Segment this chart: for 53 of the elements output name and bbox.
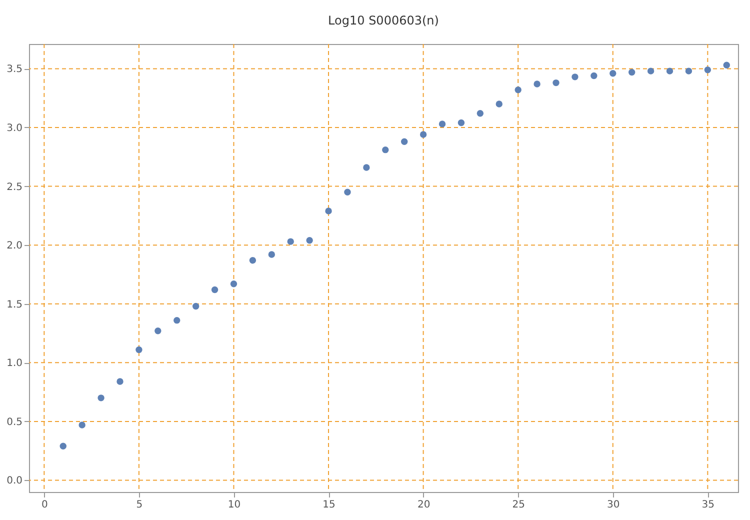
point — [382, 146, 389, 154]
point — [590, 72, 598, 80]
point — [154, 328, 162, 334]
x-tick-label: 10 — [228, 500, 241, 510]
point — [60, 442, 66, 450]
x-tick-label: 25 — [512, 500, 525, 510]
point — [78, 422, 86, 428]
x-tick-label: 0 — [41, 500, 48, 510]
point — [476, 110, 484, 117]
x-tick-label: 35 — [702, 500, 715, 510]
point — [458, 119, 465, 126]
y-tick-label: 0.0 — [6, 476, 22, 487]
point — [666, 68, 674, 74]
point — [174, 316, 180, 324]
point — [420, 131, 427, 138]
y-tick-label: 1.5 — [6, 299, 22, 310]
point — [268, 251, 276, 258]
point — [534, 80, 540, 88]
point — [325, 208, 332, 214]
point — [287, 238, 294, 245]
chart-title: Log10 S000603(n) — [328, 14, 439, 28]
y-tick-label: 2.0 — [6, 240, 22, 252]
point — [723, 62, 730, 69]
x-tick-label: 15 — [322, 500, 336, 510]
point — [344, 188, 351, 196]
point — [363, 164, 370, 171]
y-tick-label: 0.5 — [6, 416, 22, 428]
point — [192, 302, 200, 310]
point — [211, 286, 218, 294]
point — [514, 86, 522, 94]
point — [116, 378, 124, 385]
point — [438, 120, 446, 128]
point — [401, 138, 408, 145]
y-tick-label: 3.5 — [6, 64, 22, 76]
x-tick-label: 5 — [136, 500, 143, 510]
point — [306, 237, 313, 244]
point — [136, 346, 142, 354]
point — [230, 280, 238, 288]
point — [704, 66, 712, 74]
y-tick-label: 3.0 — [6, 122, 22, 134]
x-tick-label: 20 — [417, 500, 430, 510]
point — [628, 68, 636, 76]
point — [610, 70, 616, 77]
point — [98, 394, 104, 402]
point — [685, 68, 692, 74]
point — [552, 79, 560, 86]
point — [647, 68, 654, 74]
point — [496, 100, 502, 108]
x-tick-label: 30 — [607, 500, 620, 510]
y-tick-label: 2.5 — [6, 182, 22, 193]
point — [249, 257, 256, 264]
point — [572, 74, 578, 80]
y-tick-label: 1.0 — [6, 358, 22, 370]
